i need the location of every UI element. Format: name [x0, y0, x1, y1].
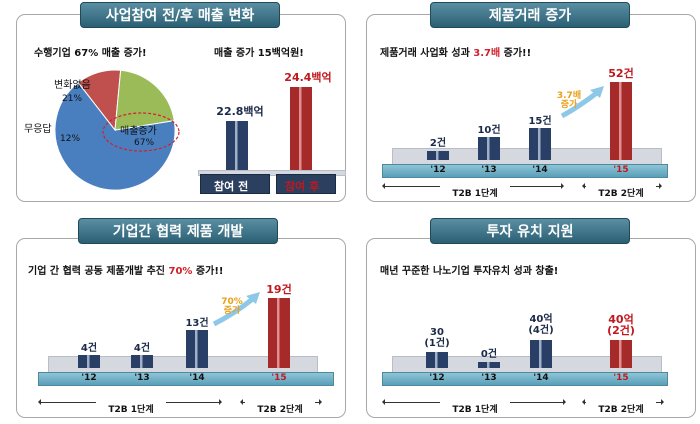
coop-bar-13	[131, 355, 153, 368]
after-label: 참여 후	[285, 180, 320, 193]
coop-caption-a: 기업 간 협력 공동 제품개발 추진	[28, 266, 169, 277]
sales-bar-platform	[198, 170, 346, 176]
trade-caption-c: 증가!!	[500, 48, 532, 59]
before-label-box	[200, 174, 270, 194]
before-bar	[226, 121, 248, 174]
coop-year-14: '14	[189, 373, 205, 383]
invest-bar-15	[610, 340, 632, 368]
trade-year-15: '15	[613, 165, 629, 175]
coop-bar-12	[78, 355, 100, 368]
trade-year-strip	[382, 164, 668, 178]
trade-bar-12	[427, 151, 449, 160]
pie-caption: 수행기업 67% 매출 증가!	[34, 48, 147, 59]
coop-year-strip	[38, 372, 334, 386]
trade-bar-14	[529, 128, 551, 160]
invest-year-strip	[382, 372, 668, 386]
coop-year-15: '15	[271, 373, 287, 383]
coop-year-13: '13	[134, 373, 150, 383]
trade-year-14: '14	[532, 165, 548, 175]
pie-pct-no-answer: 12%	[60, 134, 81, 144]
invest-stage1-label: T2B 1단계	[440, 402, 510, 415]
trade-value-12: 2건	[429, 138, 447, 149]
invest-value-14: 40억 (4건)	[528, 314, 554, 336]
before-label: 참여 전	[214, 180, 249, 193]
after-value: 24.4백억	[284, 71, 332, 84]
invest-caption: 매년 꾸준한 나노기업 투자유치 성과 창출!	[380, 266, 559, 277]
panel-cooperative-dev-title: 기업간 협력 제품 개발	[78, 218, 278, 244]
trade-value-13: 10건	[477, 125, 501, 136]
panel-sales-change-title: 사업참여 전/후 매출 변화	[80, 2, 280, 28]
pie-label-no-answer: 무응답	[24, 124, 52, 135]
invest-value-12: 30 (1건)	[424, 327, 450, 349]
coop-caption-c: 증가!!	[192, 266, 224, 277]
invest-stage2-label: T2B 2단계	[586, 402, 656, 415]
trade-increase-arrow	[560, 86, 604, 118]
trade-year-13: '13	[481, 165, 497, 175]
panel-investment	[366, 238, 696, 418]
invest-year-14: '14	[533, 373, 549, 383]
coop-caption-highlight: 70%	[168, 266, 193, 277]
invest-bar-13	[478, 362, 500, 368]
invest-year-12: '12	[429, 373, 445, 383]
highlight-ellipse	[102, 112, 180, 152]
trade-value-14: 15건	[528, 116, 552, 127]
pie-label-no-change: 변화없음	[54, 80, 91, 91]
coop-bar-14	[186, 330, 208, 368]
coop-caption: 기업 간 협력 공동 제품개발 추진 70% 증가!!	[28, 262, 223, 277]
invest-value-13: 0건	[480, 349, 498, 360]
before-value: 22.8백억	[216, 105, 264, 118]
pie-slice-increase	[54, 81, 176, 191]
coop-value-13: 4건	[133, 343, 151, 354]
invest-value-15: 40억 (2건)	[607, 313, 635, 337]
trade-stage2-label: T2B 2단계	[586, 186, 656, 199]
panel-investment-title: 투자 유치 지원	[430, 218, 630, 244]
panel-cooperative-dev	[16, 238, 346, 418]
trade-increase-label: 3.7배 증가	[556, 91, 582, 110]
trade-stage1-label: T2B 1단계	[440, 186, 510, 199]
coop-stage1-label: T2B 1단계	[96, 402, 166, 415]
coop-value-15: 19건	[266, 283, 292, 296]
trade-bar-15	[610, 82, 632, 160]
trade-caption-a: 제품거래 사업화 성과	[380, 48, 474, 59]
trade-year-12: '12	[430, 165, 446, 175]
invest-bar-14	[530, 340, 552, 368]
trade-bar-13	[478, 137, 500, 160]
pie-pct-no-change: 21%	[62, 94, 83, 104]
coop-increase-label: 70% 증가	[221, 297, 243, 316]
coop-year-12: '12	[81, 373, 97, 383]
trade-value-15: 52건	[608, 67, 634, 80]
invest-year-15: '15	[613, 373, 629, 383]
coop-bar-15	[268, 298, 290, 368]
bar-caption: 매출 증가 15백억원!	[214, 48, 304, 59]
panel-product-trade-title: 제품거래 증가	[430, 2, 630, 28]
coop-value-12: 4건	[80, 343, 98, 354]
trade-caption: 제품거래 사업화 성과 3.7배 증가!!	[380, 44, 531, 59]
invest-year-13: '13	[481, 373, 497, 383]
coop-stage2-label: T2B 2단계	[245, 402, 315, 415]
pie-chart	[54, 69, 180, 191]
after-label-box	[276, 174, 336, 194]
trade-caption-highlight: 3.7배	[473, 48, 501, 59]
invest-bar-12	[426, 352, 448, 368]
after-bar	[290, 87, 312, 174]
pie-pct-increase: 67%	[134, 138, 155, 148]
coop-increase-arrow	[212, 292, 260, 326]
coop-value-14: 13건	[185, 318, 209, 329]
pie-label-increase: 매출증가	[120, 126, 157, 137]
